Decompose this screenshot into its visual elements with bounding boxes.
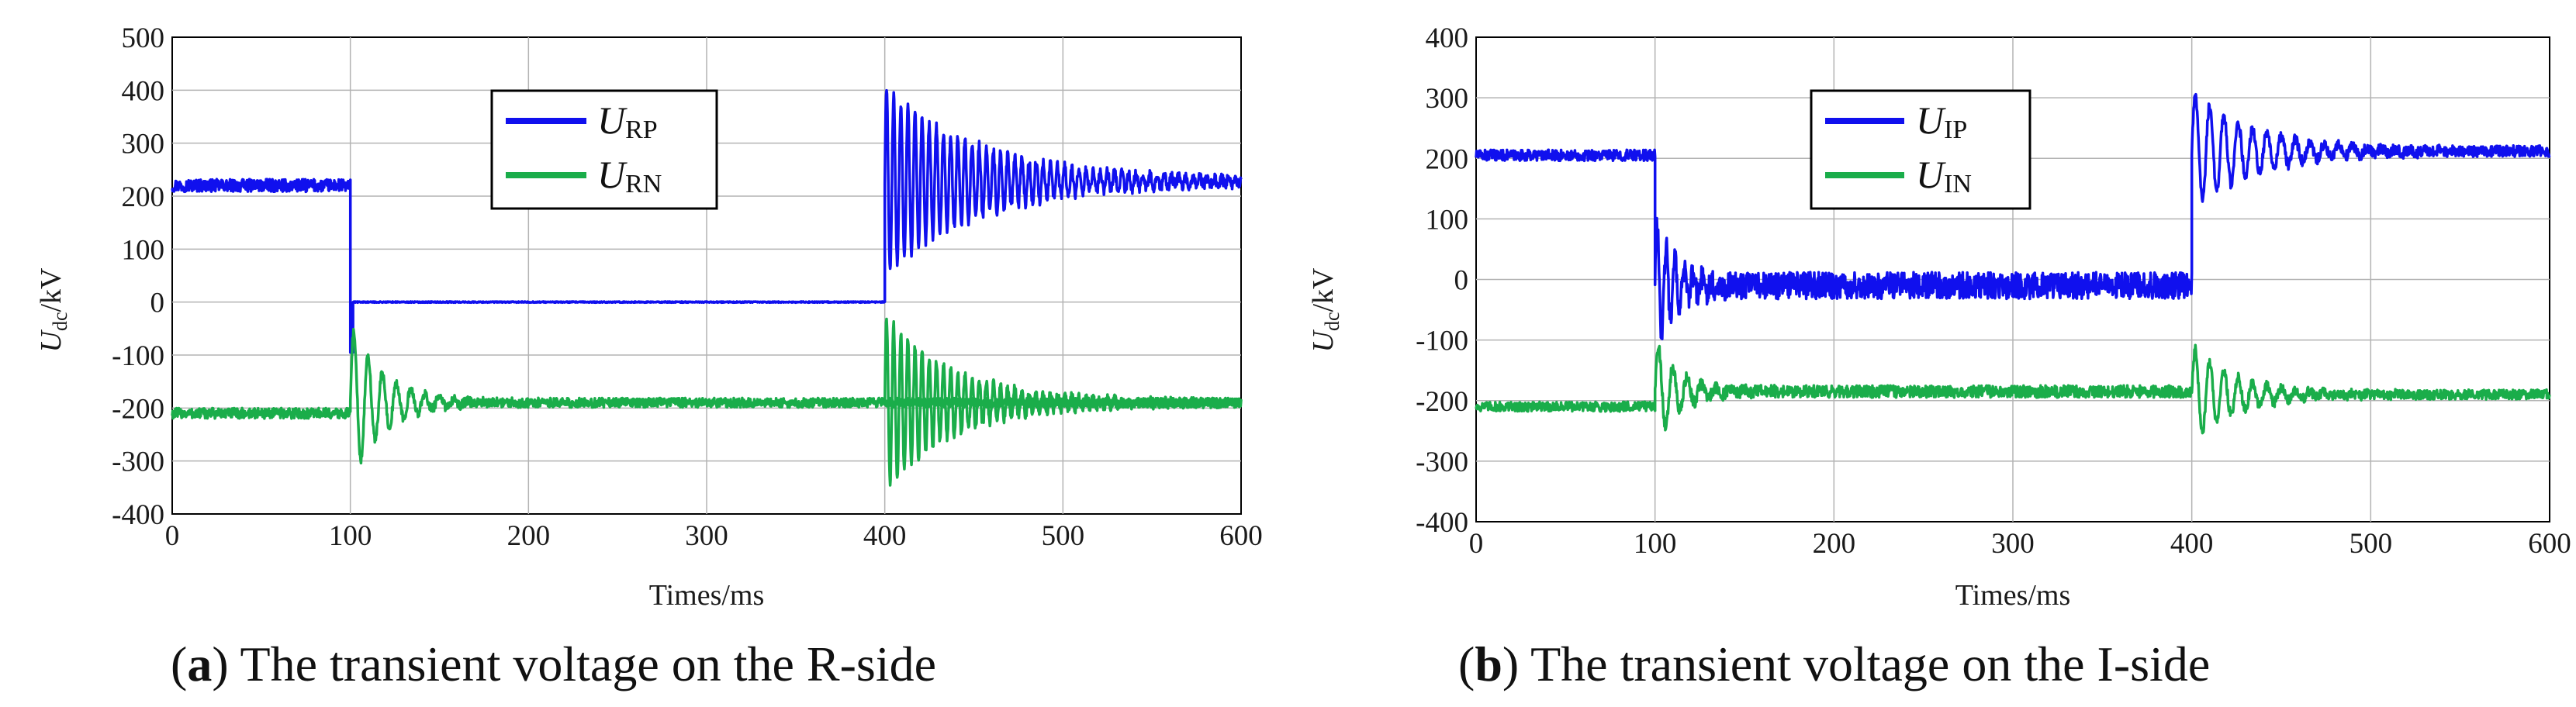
legend-label-u-ip-main: U <box>1916 98 1946 142</box>
y-tick-label: 400 <box>1426 22 1469 54</box>
y-ticks-b: 400 300 200 100 0 -100 -200 -300 -400 <box>1416 22 1468 539</box>
x-tick-label: 600 <box>2528 528 2571 560</box>
panel-b: 400 300 200 100 0 -100 -200 -300 -400 0 100 200 300… <box>1307 22 2571 691</box>
legend-label-u-in-main: U <box>1916 153 1946 196</box>
y-axis-label-a-main: U <box>35 329 67 353</box>
y-axis-label-a: Udc/kV <box>35 267 71 353</box>
x-tick-label: 500 <box>2350 528 2393 560</box>
y-axis-label-a-sub: dc <box>49 312 71 332</box>
y-axis-label-b-main: U <box>1307 329 1340 353</box>
y-axis-label-b: Udc/kV <box>1307 267 1343 353</box>
y-tick-label: 300 <box>122 129 165 160</box>
x-axis-label-b: Times/ms <box>1955 579 2071 612</box>
series-line-u-in <box>1475 343 2551 435</box>
panel-a: 500 400 300 200 100 0 -100 -200 -300 -400 0 100 200… <box>35 22 1263 691</box>
x-tick-label: 500 <box>1042 520 1085 552</box>
x-tick-label: 300 <box>1991 528 2035 560</box>
caption-a: (a) The transient voltage on the R-side <box>171 636 936 691</box>
y-tick-label: 200 <box>1426 143 1469 175</box>
legend-label-u-rn-sub: RN <box>625 170 662 198</box>
x-tick-label: 300 <box>685 520 728 552</box>
x-tick-label: 200 <box>1813 528 1856 560</box>
x-tick-label: 400 <box>863 520 907 552</box>
legend-label-u-rn-main: U <box>597 153 628 196</box>
series-line-u-rp <box>171 88 1243 354</box>
legend-box-a <box>490 89 718 210</box>
y-tick-label: -300 <box>1416 447 1468 478</box>
x-tick-label: 200 <box>507 520 551 552</box>
y-axis-label-a-unit: /kV <box>35 267 67 312</box>
y-tick-label: 100 <box>1426 204 1469 236</box>
x-tick-label: 100 <box>329 520 372 552</box>
legend-label-u-rp-main: U <box>597 98 628 142</box>
y-ticks-a: 500 400 300 200 100 0 -100 -200 -300 -400 <box>112 22 164 531</box>
x-tick-label: 400 <box>2170 528 2214 560</box>
x-axis-label-a: Times/ms <box>649 579 765 612</box>
legend-b: UIP UIN <box>1810 89 2031 210</box>
caption-a-text: The transient voltage on the R-side <box>240 636 936 691</box>
y-tick-label: 100 <box>122 234 165 266</box>
x-tick-label: 0 <box>165 520 180 552</box>
y-axis-label-b-sub: dc <box>1321 312 1343 332</box>
y-tick-label: 300 <box>1426 83 1469 115</box>
caption-b-letter: b <box>1475 636 1502 691</box>
x-ticks-b: 0 100 200 300 400 500 600 <box>1469 528 2571 560</box>
y-tick-label: -400 <box>1416 507 1468 539</box>
series-line-u-rn <box>171 317 1243 487</box>
x-tick-label: 600 <box>1219 520 1263 552</box>
legend-label-u-rn: URN <box>597 153 662 198</box>
series-group-a <box>171 88 1243 487</box>
x-ticks-a: 0 100 200 300 400 500 600 <box>165 520 1263 552</box>
series-group-b <box>1475 92 2551 435</box>
legend-label-u-rp-sub: RP <box>625 116 658 144</box>
y-tick-label: 200 <box>122 181 165 213</box>
y-tick-label: 400 <box>122 75 165 107</box>
legend-label-u-rp: URP <box>597 98 658 144</box>
caption-b: (b) The transient voltage on the I-side <box>1458 636 2210 691</box>
caption-b-text: The transient voltage on the I-side <box>1530 636 2210 691</box>
x-tick-label: 0 <box>1469 528 1484 560</box>
y-tick-label: -200 <box>112 393 164 425</box>
y-tick-label: -100 <box>1416 326 1468 357</box>
x-tick-label: 100 <box>1634 528 1677 560</box>
legend-label-u-in: UIN <box>1916 153 1972 198</box>
y-tick-label: 500 <box>122 22 165 54</box>
legend-a: URP URN <box>490 89 718 210</box>
y-tick-label: -400 <box>112 499 164 531</box>
caption-a-letter: a <box>187 636 212 691</box>
series-line-u-ip <box>1475 92 2551 340</box>
legend-label-u-in-sub: IN <box>1944 170 1972 198</box>
y-axis-label-b-unit: /kV <box>1307 267 1340 312</box>
y-tick-label: -300 <box>112 447 164 478</box>
legend-label-u-ip: UIP <box>1916 98 1967 144</box>
y-tick-label: 0 <box>150 288 165 319</box>
legend-box-b <box>1810 89 2031 210</box>
y-tick-label: -200 <box>1416 386 1468 418</box>
legend-label-u-ip-sub: IP <box>1944 116 1967 144</box>
y-tick-label: 0 <box>1454 265 1469 297</box>
y-tick-label: -100 <box>112 340 164 372</box>
